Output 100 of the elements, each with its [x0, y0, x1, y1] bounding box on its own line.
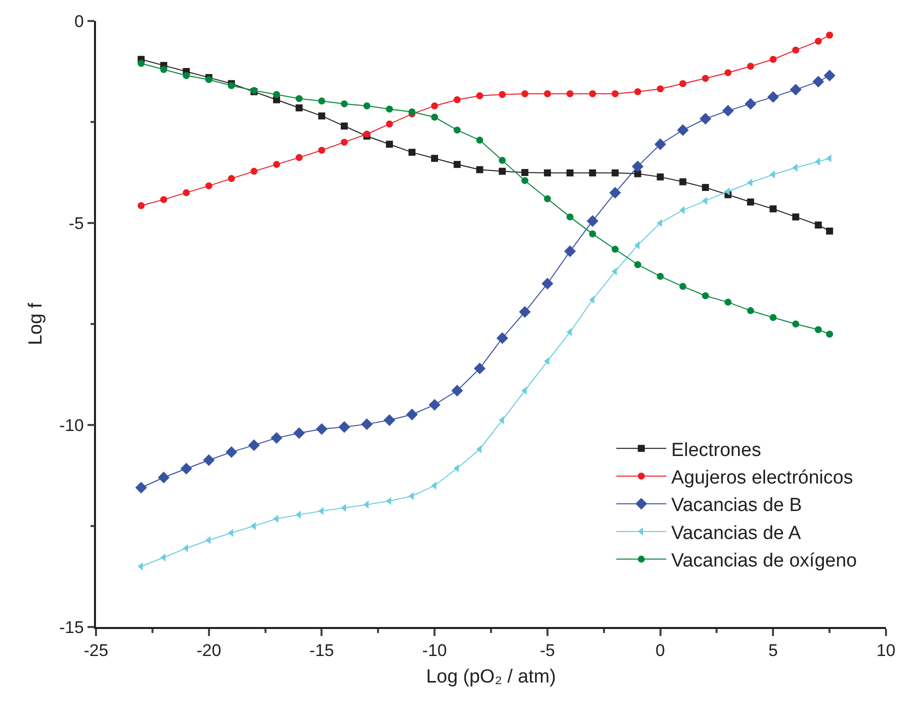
- point: [318, 97, 326, 104]
- point: [386, 496, 392, 505]
- point: [476, 166, 484, 174]
- point: [454, 160, 461, 168]
- point: [182, 544, 188, 552]
- point: [248, 439, 260, 452]
- point: [814, 38, 822, 45]
- point: [250, 168, 258, 175]
- point: [679, 206, 685, 214]
- point: [700, 112, 712, 125]
- y-tick-label: -5: [68, 214, 84, 233]
- point: [770, 205, 777, 212]
- point: [656, 272, 664, 280]
- point: [498, 91, 506, 98]
- y-tick-label: -10: [59, 416, 84, 435]
- x-tick-label: 0: [656, 641, 666, 660]
- point: [476, 136, 484, 144]
- point: [679, 178, 686, 186]
- y-axis-title: Log f: [26, 302, 47, 346]
- point: [702, 292, 709, 300]
- point: [632, 160, 644, 172]
- point: [747, 62, 754, 70]
- point: [476, 92, 484, 100]
- point: [589, 90, 596, 98]
- point: [609, 186, 621, 199]
- point: [228, 528, 234, 537]
- point: [273, 91, 280, 98]
- point: [564, 245, 576, 258]
- point: [812, 76, 824, 88]
- point: [589, 169, 596, 176]
- point: [498, 168, 506, 175]
- x-tick-label: 10: [876, 641, 896, 660]
- point: [767, 91, 779, 103]
- x-tick-label: 5: [768, 641, 778, 660]
- x-tick-label: -10: [422, 641, 447, 660]
- point: [744, 98, 756, 110]
- point: [702, 196, 708, 205]
- point: [296, 104, 303, 112]
- point: [521, 169, 528, 176]
- point: [702, 74, 709, 82]
- point: [521, 90, 528, 98]
- point: [228, 175, 235, 182]
- point: [702, 184, 709, 191]
- point: [679, 80, 686, 88]
- point: [363, 102, 370, 110]
- point: [792, 46, 800, 54]
- point: [338, 421, 350, 433]
- point: [428, 398, 440, 411]
- point: [386, 120, 393, 128]
- point: [634, 88, 642, 96]
- point: [318, 146, 326, 154]
- x-tick-label: -5: [540, 641, 555, 660]
- legend-label: Vacancias de A: [671, 522, 802, 544]
- point: [521, 386, 527, 395]
- point: [656, 85, 664, 92]
- point: [454, 96, 461, 104]
- point: [203, 454, 215, 466]
- point: [386, 106, 393, 113]
- point: [160, 196, 168, 204]
- point: [138, 202, 145, 210]
- point: [318, 112, 326, 120]
- point: [340, 100, 348, 108]
- point: [634, 261, 642, 268]
- point: [384, 414, 396, 426]
- point: [180, 462, 192, 474]
- point: [293, 427, 305, 439]
- legend-label: Vacancias de B: [671, 495, 802, 516]
- point: [138, 60, 145, 67]
- point: [361, 418, 373, 430]
- point: [747, 198, 754, 206]
- point: [544, 90, 551, 98]
- point: [273, 160, 280, 168]
- x-tick-label: -25: [84, 641, 108, 660]
- point: [205, 536, 211, 544]
- point: [612, 246, 619, 253]
- point: [542, 278, 554, 290]
- point: [544, 195, 551, 202]
- y-tick-label: 0: [74, 12, 84, 31]
- point: [296, 95, 303, 102]
- point: [226, 446, 238, 458]
- x-axis-title: Log (pO₂ / atm): [426, 666, 556, 688]
- point: [363, 500, 369, 509]
- point: [474, 362, 486, 374]
- point: [824, 70, 836, 82]
- point: [340, 122, 348, 130]
- point: [451, 384, 463, 397]
- x-tick-label: -20: [196, 641, 222, 660]
- point: [770, 314, 777, 322]
- point: [747, 307, 754, 314]
- point: [160, 66, 168, 73]
- legend-label: Vacancias de oxígeno: [671, 550, 857, 572]
- point: [826, 32, 834, 39]
- point: [205, 182, 212, 190]
- point: [544, 169, 551, 176]
- point: [586, 215, 598, 227]
- point: [724, 69, 732, 76]
- y-tick-label: -15: [59, 618, 84, 637]
- point: [790, 84, 802, 96]
- point: [792, 213, 800, 220]
- point: [612, 90, 619, 98]
